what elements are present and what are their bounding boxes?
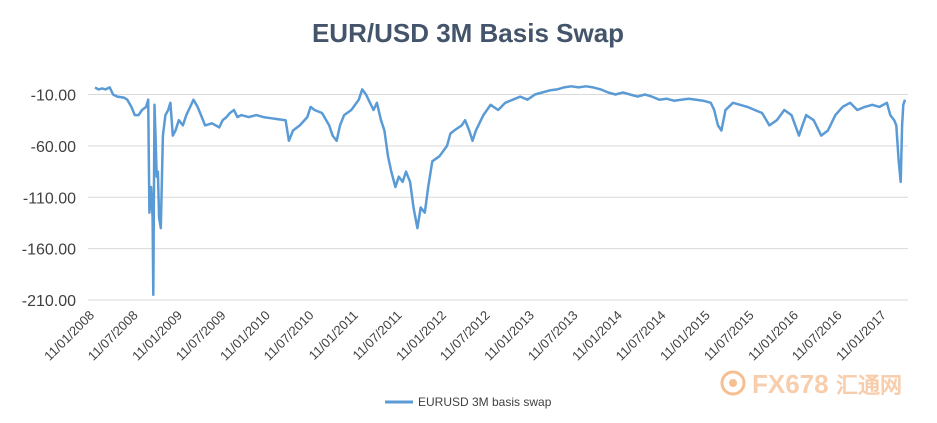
series-line-eurusd-basis-swap bbox=[94, 85, 907, 297]
series-layer bbox=[94, 85, 907, 297]
gridlines bbox=[88, 94, 908, 301]
fx678-watermark-logo: FX678 汇通网 bbox=[720, 369, 902, 399]
y-axis-tick-labels: -10.00 -60.00 -110.00 -160.00 -210.00 bbox=[22, 88, 76, 310]
watermark-brand-text: FX678 bbox=[752, 369, 829, 399]
legend-label: EURUSD 3M basis swap bbox=[418, 395, 552, 409]
watermark-circle-icon bbox=[720, 370, 746, 396]
chart-title: EUR/USD 3M Basis Swap bbox=[312, 18, 624, 48]
y-tick-label: -110.00 bbox=[23, 190, 76, 207]
y-tick-label: -210.00 bbox=[22, 293, 76, 310]
y-tick-label: -10.00 bbox=[31, 88, 76, 105]
watermark-cn-text: 汇通网 bbox=[836, 373, 902, 398]
legend: EURUSD 3M basis swap bbox=[385, 395, 552, 409]
y-tick-label: -60.00 bbox=[31, 139, 76, 156]
y-tick-label: -160.00 bbox=[22, 242, 76, 259]
watermark-dot-icon bbox=[729, 379, 737, 387]
